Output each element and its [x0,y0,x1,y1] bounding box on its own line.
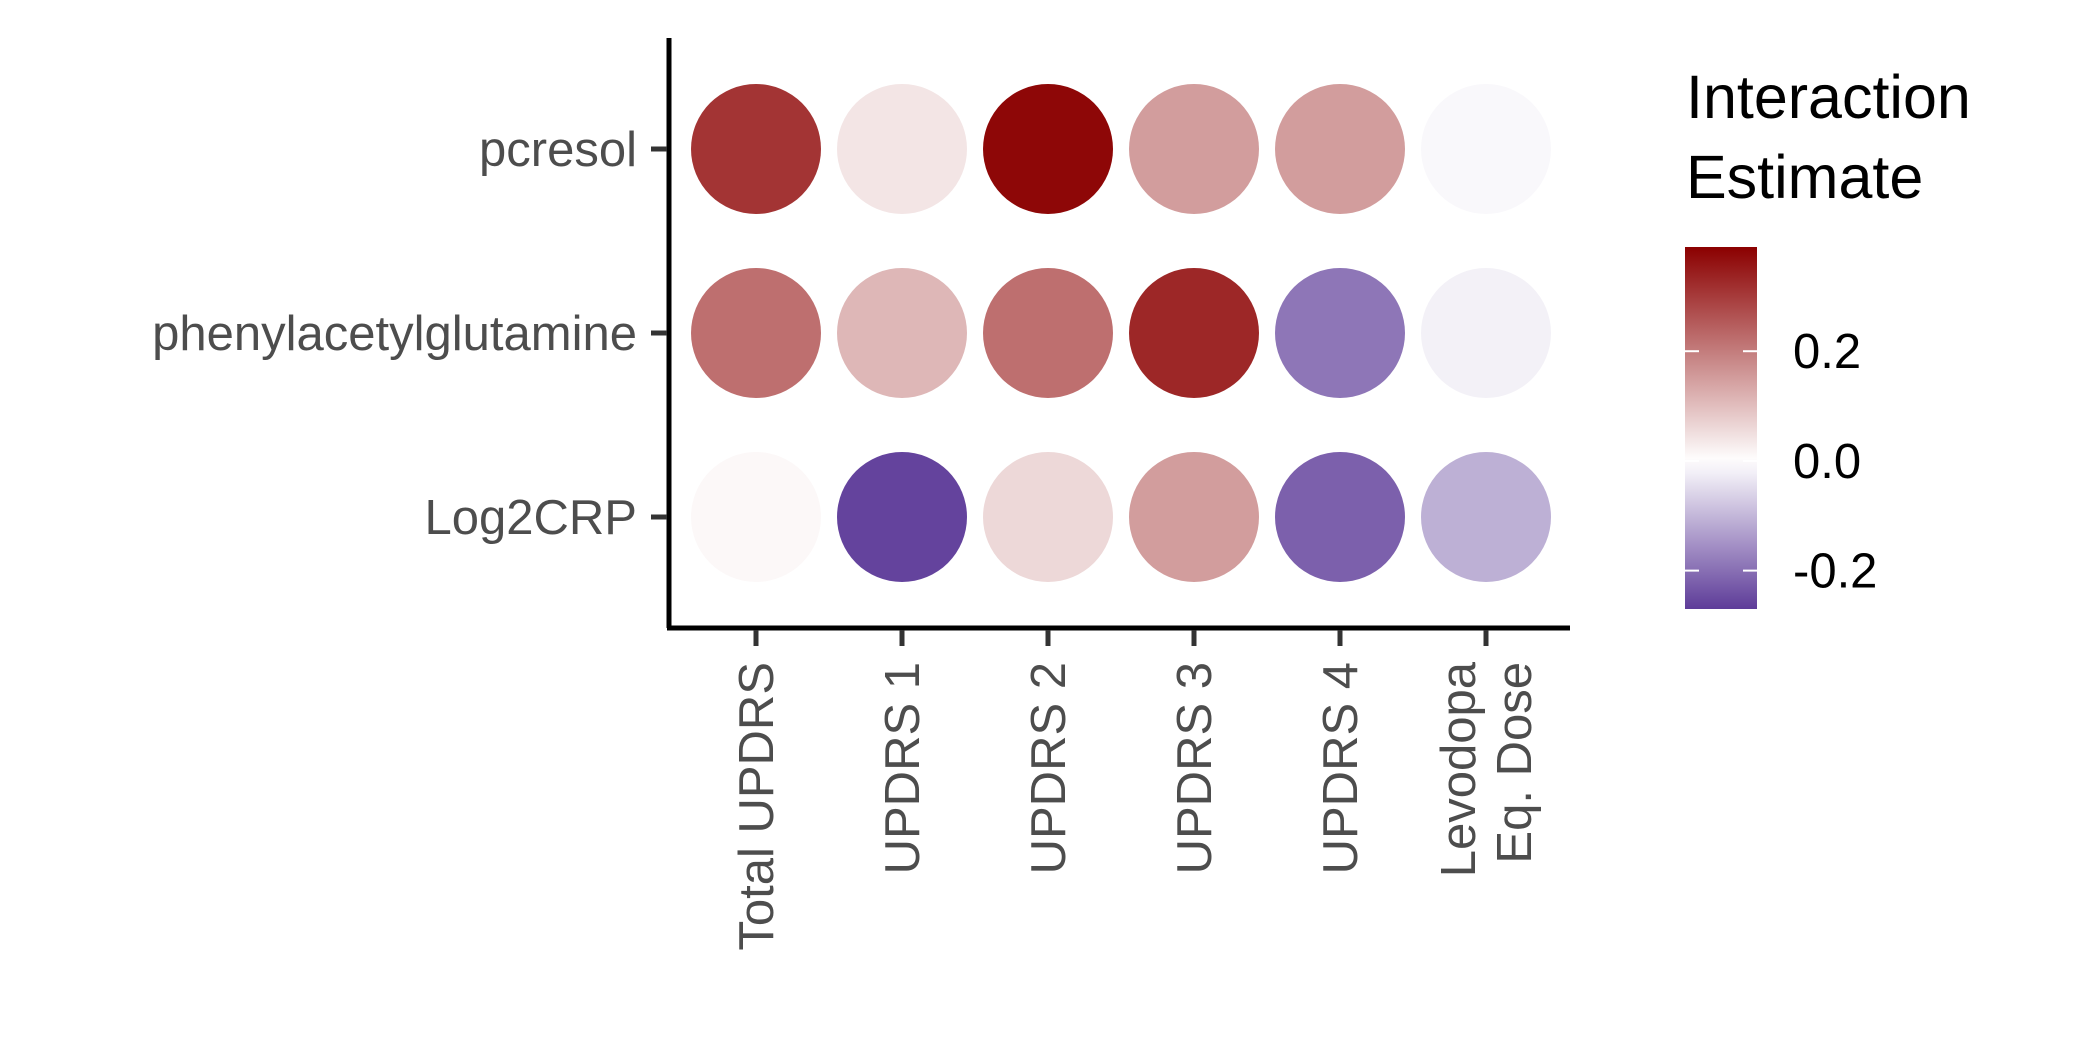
bubble-2-5 [1421,452,1551,582]
bubble-0-1 [837,84,967,214]
bubble-1-4 [1275,268,1405,398]
bubble-1-3 [1129,268,1259,398]
legend-title-line-2: Estimate [1686,143,1923,211]
legend-colorbar [1685,247,1757,609]
legend-tick-label: 0.2 [1793,325,1861,379]
axes [666,38,1570,631]
y-ticks: pcresol phenylacetylglutamine Log2CRP [152,123,667,545]
bubble-1-1 [837,268,967,398]
x-tick-label: UPDRS 1 [876,662,930,874]
x-tick-label: Total UPDRS [730,662,784,951]
x-tick-label: Eq. Dose [1488,662,1542,864]
y-tick-label: pcresol [479,123,637,177]
bubble-2-0 [691,452,821,582]
color-legend: Interaction Estimate 0.2 0.0 -0.2 [1685,63,1971,609]
bubble-1-5 [1421,268,1551,398]
plot-area [691,84,1551,582]
bubble-2-1 [837,452,967,582]
bubble-0-4 [1275,84,1405,214]
legend-tick-label: -0.2 [1793,545,1877,599]
y-tick-label: Log2CRP [425,491,637,545]
x-tick-label: UPDRS 2 [1022,662,1076,874]
x-tick-label: UPDRS 3 [1168,662,1222,874]
bubble-1-0 [691,268,821,398]
legend-ticks: 0.2 0.0 -0.2 [1685,325,1877,599]
bubble-0-0 [691,84,821,214]
y-tick-label: phenylacetylglutamine [152,307,637,361]
bubble-2-3 [1129,452,1259,582]
x-tick-label: UPDRS 4 [1314,662,1368,874]
bubble-1-2 [983,268,1113,398]
bubble-0-2 [983,84,1113,214]
bubble-0-3 [1129,84,1259,214]
bubble-2-4 [1275,452,1405,582]
bubble-2-2 [983,452,1113,582]
bubble-0-5 [1421,84,1551,214]
x-ticks: Total UPDRS UPDRS 1 UPDRS 2 UPDRS 3 UPDRS 4 L… [730,630,1542,951]
legend-title-line-1: Interaction [1686,63,1971,131]
legend-tick-label: 0.0 [1793,435,1861,489]
x-tick-label: Levodopa [1432,661,1486,877]
